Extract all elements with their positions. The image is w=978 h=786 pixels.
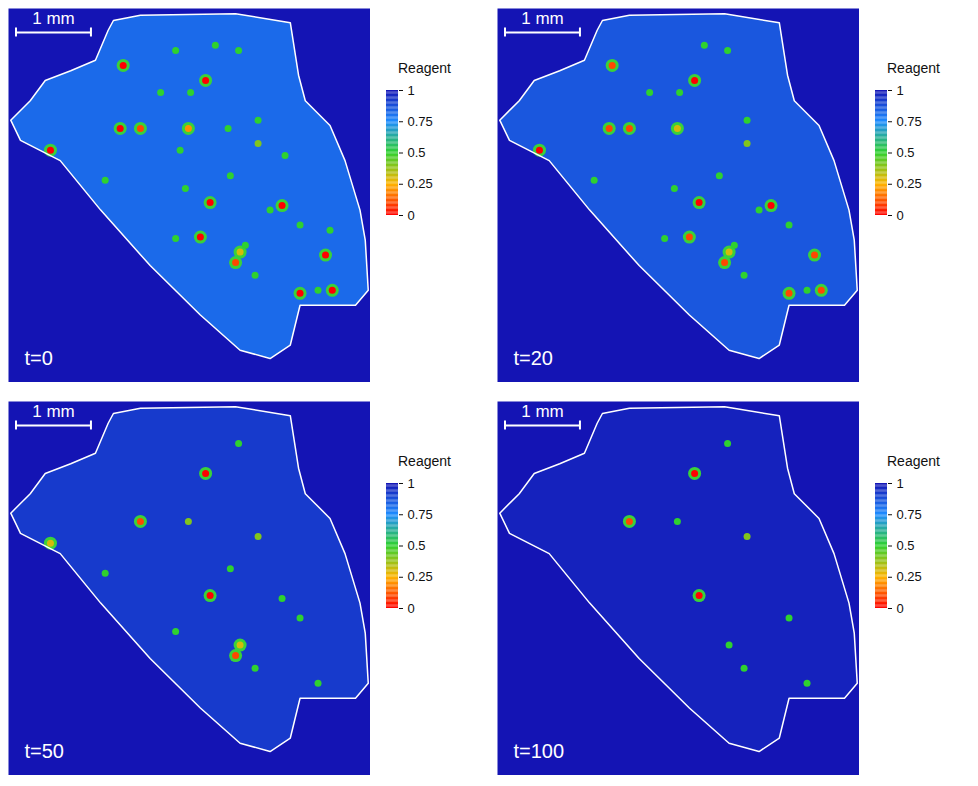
html-text:Reagent: Reagent [887, 453, 940, 469]
svg-text:0.25: 0.25 [408, 176, 433, 191]
svg-text:1 mm: 1 mm [32, 402, 75, 421]
svg-text:0: 0 [897, 208, 904, 223]
svg-text:0.5: 0.5 [408, 145, 426, 160]
svg-text:0.5: 0.5 [408, 538, 426, 553]
svg-text:1 mm: 1 mm [32, 9, 75, 28]
svg-text:0.75: 0.75 [408, 114, 433, 129]
svg-text:0: 0 [897, 601, 904, 616]
svg-text:1 mm: 1 mm [521, 9, 564, 28]
svg-text:0.5: 0.5 [897, 145, 915, 160]
svg-text:0.25: 0.25 [897, 569, 922, 584]
svg-text:0.75: 0.75 [897, 114, 922, 129]
html-text:Reagent: Reagent [398, 453, 451, 469]
svg-text:0.75: 0.75 [408, 507, 433, 522]
svg-text:0.25: 0.25 [408, 569, 433, 584]
html-text:Reagent: Reagent [398, 60, 451, 76]
svg-text:1: 1 [897, 476, 904, 491]
svg-text:1 mm: 1 mm [521, 402, 564, 421]
svg-text:t=100: t=100 [514, 740, 565, 762]
svg-text:0.5: 0.5 [897, 538, 915, 553]
svg-text:0.25: 0.25 [897, 176, 922, 191]
svg-text:0.75: 0.75 [897, 507, 922, 522]
svg-text:t=0: t=0 [25, 347, 53, 369]
svg-text:t=20: t=20 [514, 347, 553, 369]
svg-text:1: 1 [408, 83, 415, 98]
svg-text:1: 1 [408, 476, 415, 491]
svg-text:0: 0 [408, 208, 415, 223]
svg-text:1: 1 [897, 83, 904, 98]
svg-text:t=50: t=50 [25, 740, 64, 762]
html-text:Reagent: Reagent [887, 60, 940, 76]
svg-text:0: 0 [408, 601, 415, 616]
